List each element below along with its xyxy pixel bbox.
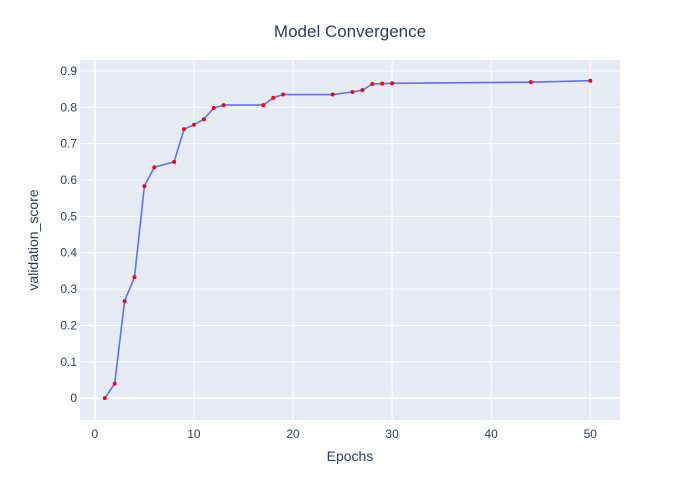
series-layer [102,78,593,401]
y-tick-label: 0.7 [60,137,77,151]
data-point[interactable] [172,159,177,164]
data-point[interactable] [370,82,375,86]
data-point[interactable] [102,396,107,401]
data-point[interactable] [271,95,276,100]
data-point[interactable] [191,122,196,127]
data-point[interactable] [380,81,385,86]
x-tick-label: 40 [485,427,499,441]
data-point[interactable] [588,78,593,83]
data-point[interactable] [142,184,147,189]
x-tick-label: 20 [286,427,300,441]
x-tick-label: 50 [584,427,598,441]
data-point[interactable] [221,103,226,108]
data-point[interactable] [201,117,206,122]
x-tick-label: 10 [187,427,201,441]
plot-area [80,60,620,420]
y-tick-label: 0.1 [60,355,77,369]
data-point[interactable] [261,103,266,108]
y-axis-title: validation_score [25,189,41,290]
x-tick-label: 0 [92,427,99,441]
tick-labels: 0 10 20 30 40 50 0 0.1 0.2 0.3 0.4 0.5 0.6 0.7 0.8 0.9 [60,64,597,441]
data-point[interactable] [528,80,533,85]
data-point[interactable] [211,106,216,110]
data-point[interactable] [360,88,365,93]
y-tick-label: 0.9 [60,64,77,78]
y-tick-label: 0.6 [60,173,77,187]
y-tick-label: 0.3 [60,282,77,296]
data-point[interactable] [390,81,395,86]
data-point[interactable] [112,381,117,386]
data-point[interactable] [350,90,355,94]
y-tick-label: 0.8 [60,100,77,114]
y-tick-label: 0.5 [60,209,77,223]
data-point[interactable] [281,92,286,97]
y-tick-label: 0.2 [60,318,77,332]
data-point[interactable] [182,127,187,132]
data-point[interactable] [122,299,127,304]
chart-title: Model Convergence [274,22,426,41]
x-tick-label: 30 [385,427,399,441]
data-point[interactable] [330,92,335,97]
y-tick-label: 0 [70,391,77,405]
data-point[interactable] [132,275,137,280]
x-axis-title: Epochs [327,448,374,464]
y-tick-label: 0.4 [60,246,77,260]
grid-layer [80,60,620,420]
data-point[interactable] [152,165,157,170]
